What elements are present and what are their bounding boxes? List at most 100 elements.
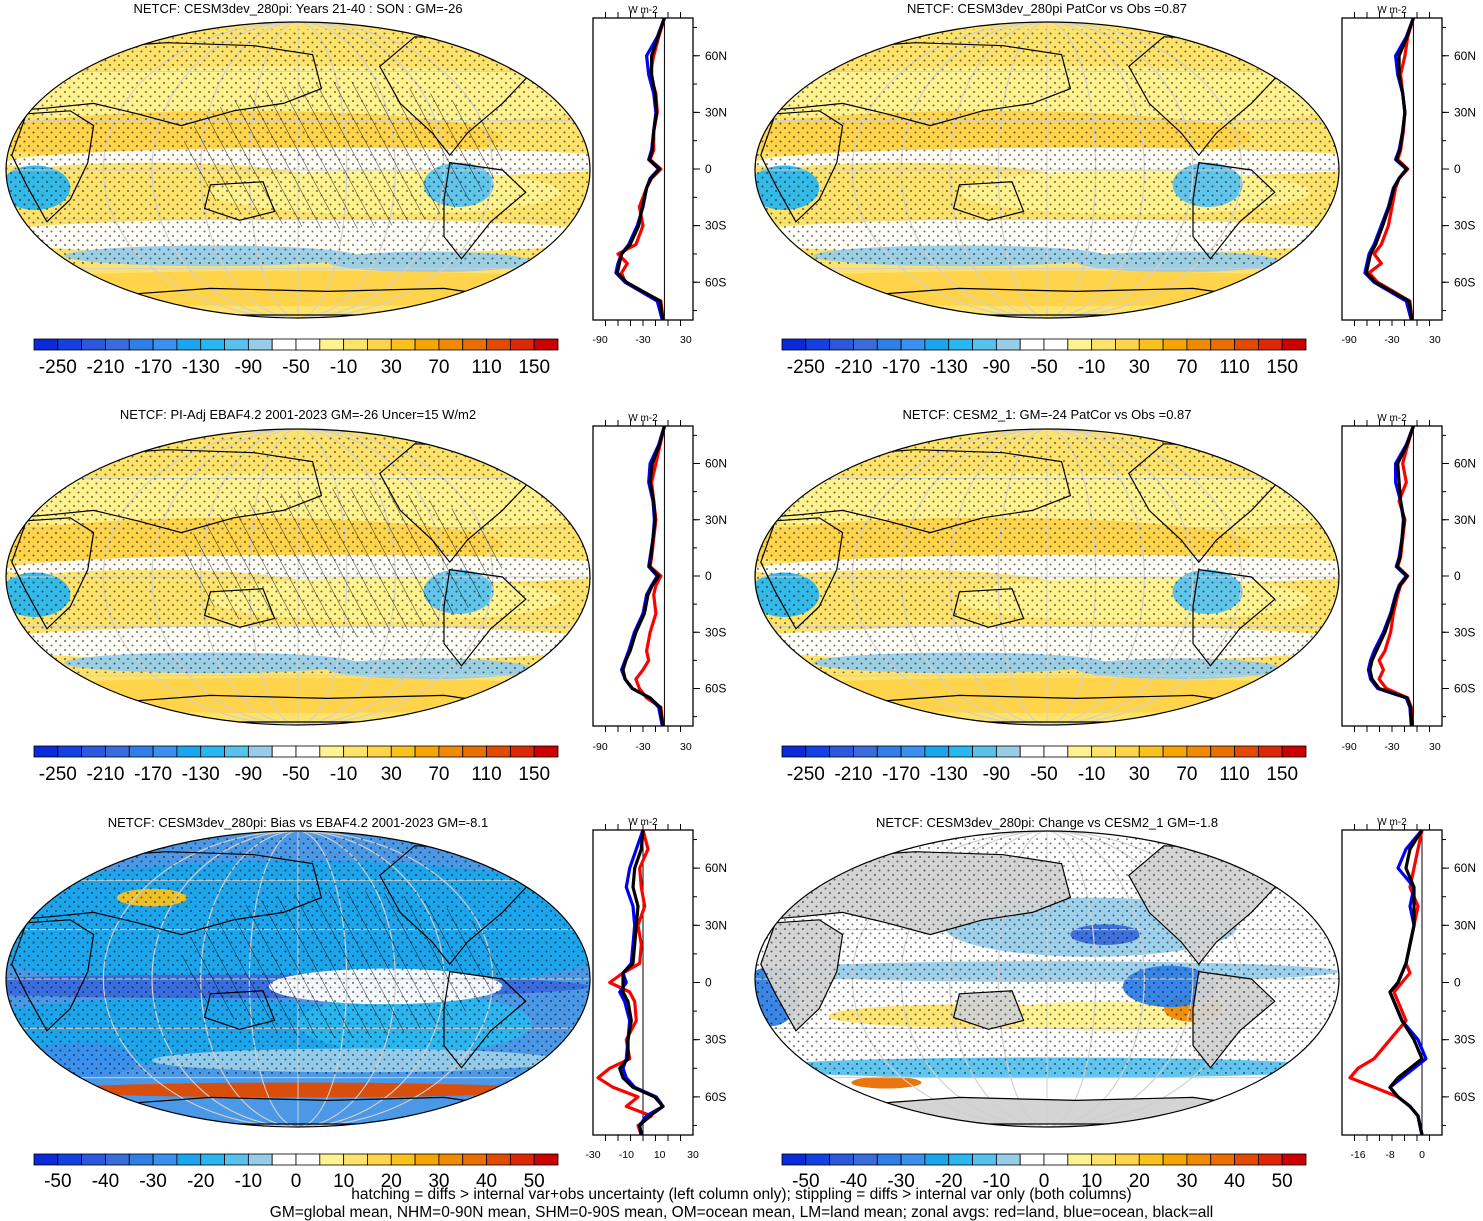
map-border	[754, 21, 1340, 319]
colorbar-swatch	[972, 745, 997, 758]
colorbar-swatch	[1210, 745, 1235, 758]
zonal-x-tick-label: 30	[1429, 334, 1441, 346]
colorbar-label: -170	[882, 357, 920, 378]
colorbar-swatch	[1234, 745, 1259, 758]
zonal-lat-label: 30N	[1454, 105, 1476, 119]
colorbar-swatch	[1115, 338, 1140, 351]
colorbar-label: -50	[792, 1171, 819, 1192]
colorbar-label: -210	[86, 764, 124, 785]
hatch-overlay	[181, 890, 503, 1039]
map-panel-4: NETCF: CESM2_1: GM=-24 PatCor vs Obs =0.…	[754, 407, 1340, 726]
zonal-lat-label: 60S	[1454, 1090, 1475, 1104]
colorbar-swatch	[995, 1153, 1021, 1166]
colorbar-swatch	[829, 1153, 854, 1166]
map-border	[5, 21, 591, 319]
colorbar-swatch	[319, 1153, 345, 1166]
colorbar-swatch	[829, 745, 854, 758]
colorbar-label: 150	[1266, 764, 1298, 785]
coastline	[760, 919, 844, 1032]
colorbar-label: 50	[524, 1171, 545, 1192]
colorbar-swatch	[247, 338, 273, 351]
colorbar-swatch	[486, 338, 511, 351]
stipple-overlay	[755, 838, 1339, 1076]
stipple-overlay	[755, 436, 1339, 674]
colorbar-swatch	[295, 1153, 321, 1166]
colorbar-label: 110	[471, 764, 501, 785]
colorbar-label: 30	[381, 764, 402, 785]
zonal-series-all	[615, 17, 666, 321]
colorbar-label: 50	[1272, 1171, 1293, 1192]
coastline	[443, 568, 527, 667]
colorbar-swatch	[128, 745, 154, 758]
colorbar-swatch	[271, 1153, 297, 1166]
colorbar-label: -130	[182, 764, 220, 785]
colorbar-swatch	[57, 338, 83, 351]
zonal-lat-label: 30N	[1454, 918, 1476, 932]
zonal-lat-label: 60N	[705, 861, 727, 875]
zonal-x-tick-label: 10	[654, 1149, 666, 1161]
colorbar-label: 70	[1176, 357, 1197, 378]
map-panel-2: NETCF: CESM3dev_280pi PatCor vs Obs =0.8…	[754, 1, 1340, 319]
map-title: NETCF: CESM3dev_280pi: Years 21-40 : SON…	[133, 1, 462, 16]
colorbar-swatch	[781, 338, 807, 351]
colorbar-swatch	[1138, 338, 1164, 351]
colorbar-swatch	[509, 745, 535, 758]
colorbar-swatch	[414, 745, 440, 758]
zonal-panel-6: W m-2 -16 -8 0 60N 30N 0 30S 60S	[1341, 817, 1476, 1161]
map-border	[5, 428, 591, 726]
colorbar-label: 150	[1266, 357, 1298, 378]
colorbar-label: 30	[1129, 357, 1150, 378]
zonal-x-tick-label: 30	[680, 334, 692, 346]
zonal-unit-label: W m-2	[1377, 413, 1407, 424]
zonal-x-tick-label: -8	[1385, 1149, 1394, 1161]
colorbar-swatch	[900, 1153, 926, 1166]
coastline	[1192, 161, 1276, 260]
colorbar-swatch	[152, 745, 178, 758]
zonal-x-tick-label: -90	[1342, 741, 1357, 753]
colorbar-swatch	[533, 338, 559, 351]
map-field-region	[6, 270, 590, 307]
zonal-lat-label: 0	[1454, 569, 1461, 583]
colorbar-swatch	[1138, 745, 1164, 758]
colorbar-6: -50 -40 -30 -20 -10 0 10 20 30 40 50	[781, 1153, 1307, 1192]
colorbar-swatch	[81, 338, 106, 351]
zonal-x-tick-label: -10	[619, 1149, 634, 1161]
colorbar-swatch	[247, 1153, 273, 1166]
colorbar-swatch	[924, 745, 950, 758]
zonal-lat-label: 60S	[705, 275, 726, 289]
colorbar-swatch	[128, 1153, 154, 1166]
colorbar-label: -20	[187, 1171, 214, 1192]
colorbar-swatch	[1210, 1153, 1235, 1166]
colorbar-swatch	[1186, 338, 1212, 351]
colorbar-swatch	[1162, 745, 1188, 758]
zonal-x-tick-label: 30	[687, 1149, 699, 1161]
zonal-lat-label: 30S	[1454, 1033, 1475, 1047]
colorbar-swatch	[462, 338, 487, 351]
colorbar-label: -30	[139, 1171, 166, 1192]
colorbar-swatch	[1281, 745, 1307, 758]
colorbar-swatch	[509, 1153, 535, 1166]
footer-note-legend: GM=global mean, NHM=0-90N mean, SHM=0-90…	[269, 1204, 1214, 1221]
colorbar-swatch	[343, 338, 368, 351]
colorbar-swatch	[105, 1153, 130, 1166]
zonal-lat-label: 30N	[705, 105, 727, 119]
colorbar-swatch	[128, 338, 154, 351]
colorbar-swatch	[781, 745, 807, 758]
colorbar-label: -50	[1030, 357, 1057, 378]
colorbar-swatch	[1281, 338, 1307, 351]
coastline	[11, 449, 323, 534]
coastline	[760, 517, 844, 630]
colorbar-swatch	[271, 338, 297, 351]
colorbar-swatch	[81, 1153, 106, 1166]
zonal-frame	[592, 425, 694, 727]
colorbar-label: 0	[1039, 1171, 1050, 1192]
colorbar-swatch	[509, 338, 535, 351]
colorbar-swatch	[462, 745, 487, 758]
colorbar-label: -210	[86, 357, 124, 378]
coastline	[11, 110, 95, 223]
zonal-series-all	[1364, 17, 1415, 321]
colorbar-swatch	[876, 338, 902, 351]
map-field	[755, 429, 1339, 725]
coastline	[952, 181, 1025, 221]
